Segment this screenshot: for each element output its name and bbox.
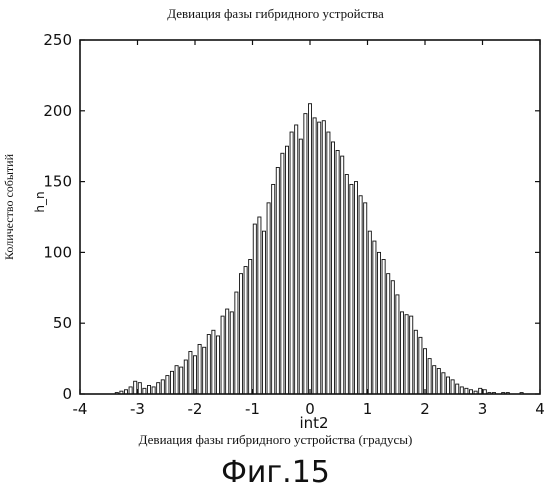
histogram-bar [161, 380, 164, 394]
histogram-bar [138, 383, 141, 394]
histogram-bar [414, 330, 417, 394]
histogram-bar [322, 121, 325, 394]
histogram-bar [221, 316, 224, 394]
histogram-bar [442, 373, 445, 394]
histogram-bar [180, 367, 183, 394]
x-tick-label: -2 [188, 400, 203, 418]
histogram-bar [331, 142, 334, 394]
histogram-bar [304, 114, 307, 394]
y-tick-label: 100 [43, 243, 72, 261]
y-tick-label: 200 [43, 102, 72, 120]
histogram-bar [437, 369, 440, 394]
x-tick-label: 4 [535, 400, 545, 418]
histogram-bar [170, 371, 173, 394]
histogram-bar [166, 376, 169, 394]
figure-caption: Фиг.15 [0, 455, 551, 490]
histogram-bar [400, 312, 403, 394]
histogram-bar [235, 292, 238, 394]
histogram-bar [341, 156, 344, 394]
histogram-bar [281, 153, 284, 394]
x-tick-label: -4 [73, 400, 88, 418]
histogram-bar [129, 387, 132, 394]
histogram-bar [230, 312, 233, 394]
x-tick-label: 1 [363, 400, 373, 418]
histogram-bar [336, 150, 339, 394]
histogram-bar [244, 267, 247, 394]
histogram-bar [456, 384, 459, 394]
x-axis-label: Девиация фазы гибридного устройства (гра… [0, 432, 551, 448]
histogram-bar [276, 167, 279, 394]
histogram-bar [451, 380, 454, 394]
histogram-bar [446, 377, 449, 394]
histogram-bar [157, 383, 160, 394]
histogram-bar [226, 309, 229, 394]
y-tick-label: 250 [43, 31, 72, 49]
x-tick-label: -3 [130, 400, 145, 418]
histogram-bar [460, 387, 463, 394]
histogram-bar [184, 360, 187, 394]
histogram-bar [285, 146, 288, 394]
histogram-bar [152, 387, 155, 394]
histogram-bar [267, 203, 270, 394]
histogram-bar [327, 132, 330, 394]
y-tick-label: 50 [53, 314, 72, 332]
histogram-bar [433, 366, 436, 394]
histogram-bar [290, 132, 293, 394]
x-axis-code-label: int2 [299, 414, 328, 432]
histogram-bar [391, 281, 394, 394]
histogram-bar [253, 224, 256, 394]
histogram-bar [189, 352, 192, 394]
histogram-bar [272, 184, 275, 394]
x-tick-label: 2 [420, 400, 430, 418]
y-tick-label: 0 [62, 385, 72, 403]
histogram-bar [465, 388, 468, 394]
histogram-bar [382, 259, 385, 394]
histogram-bar [405, 315, 408, 394]
histogram-bar [396, 295, 399, 394]
histogram-bar [428, 359, 431, 394]
y-axis-code-label: h_n [33, 187, 53, 217]
histogram-bar [377, 252, 380, 394]
histogram-bar [359, 196, 362, 394]
histogram-bar [198, 344, 201, 394]
y-axis-label: Количество событий [2, 76, 20, 338]
histogram-bar [239, 274, 242, 394]
histogram-bar [207, 335, 210, 394]
histogram-bar [423, 349, 426, 394]
histogram-bar [410, 316, 413, 394]
histogram-bar [419, 337, 422, 394]
histogram-bar [203, 347, 206, 394]
histogram-bar [143, 388, 146, 394]
x-tick-label: 3 [478, 400, 488, 418]
histogram-bar [345, 175, 348, 394]
histogram-bar [479, 388, 482, 394]
histogram-bar [193, 356, 196, 394]
histogram-bar [295, 125, 298, 394]
histogram-bar [387, 274, 390, 394]
histogram-bar [368, 231, 371, 394]
histogram-bar [262, 231, 265, 394]
histogram-bar [212, 330, 215, 394]
histogram-bar [299, 139, 302, 394]
histogram-bar [313, 118, 316, 394]
histogram-bar [216, 336, 219, 394]
histogram-bar [147, 386, 150, 395]
histogram-bar [354, 182, 357, 394]
histogram-bar [175, 366, 178, 394]
histogram-bar [318, 122, 321, 394]
histogram-bar [134, 381, 137, 394]
histogram-bar [308, 104, 311, 394]
histogram-bar [364, 203, 367, 394]
x-tick-label: -1 [245, 400, 260, 418]
histogram-bars [115, 104, 523, 394]
histogram-bar [249, 259, 252, 394]
histogram-bar [258, 217, 261, 394]
histogram-bar [350, 184, 353, 394]
histogram-bar [373, 241, 376, 394]
